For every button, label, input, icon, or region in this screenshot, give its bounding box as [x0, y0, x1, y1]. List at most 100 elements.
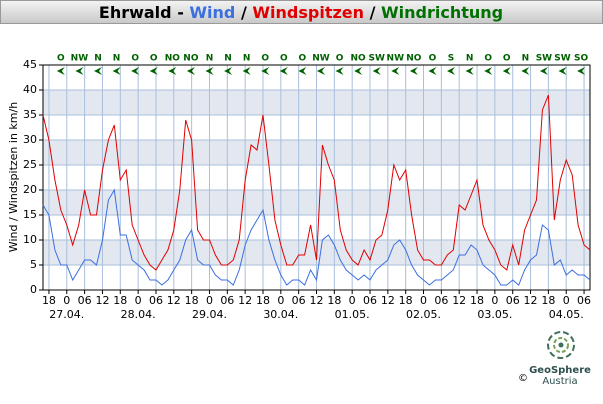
x-tick-label: 18	[541, 294, 555, 307]
title-part: Windrichtung	[381, 3, 503, 22]
plot-frame	[42, 64, 591, 291]
direction-label: N	[206, 54, 214, 64]
direction-label: NW	[312, 54, 330, 64]
series-line	[42, 94, 591, 271]
direction-label: N	[243, 54, 251, 64]
direction-arrow	[372, 67, 381, 75]
direction-arrow	[224, 67, 233, 75]
x-tick-label: 06	[149, 294, 163, 307]
direction-arrow	[354, 67, 363, 75]
title-part: Windspitzen	[252, 3, 364, 22]
direction-label: SW	[536, 54, 552, 64]
direction-arrow	[279, 67, 288, 75]
brand: GeoSphere	[529, 365, 591, 376]
y-tick-label: 5	[30, 258, 37, 271]
x-tick-label: 12	[310, 294, 324, 307]
direction-arrow	[577, 67, 586, 75]
direction-label: O	[261, 54, 269, 64]
direction-arrow	[131, 67, 140, 75]
x-tick-label: 0	[420, 294, 427, 307]
date-label: 01.05.	[335, 308, 370, 321]
direction-arrow	[539, 67, 548, 75]
y-tick-label: 10	[23, 233, 37, 246]
x-tick-label: 0	[63, 294, 70, 307]
chart-title: Ehrwald - Wind / Windspitzen / Windricht…	[99, 3, 503, 22]
x-tick-label: 0	[206, 294, 213, 307]
x-tick-label: 12	[524, 294, 538, 307]
direction-label: N	[224, 54, 232, 64]
x-tick-label: 18	[470, 294, 484, 307]
date-label: 03.05.	[477, 308, 512, 321]
direction-label: N	[113, 54, 121, 64]
direction-label: NO	[406, 54, 422, 64]
direction-arrow	[93, 67, 102, 75]
direction-label: NO	[351, 54, 367, 64]
x-tick-label: 06	[434, 294, 448, 307]
date-label: 28.04.	[121, 308, 156, 321]
direction-label: O	[280, 54, 288, 64]
direction-arrow	[335, 67, 344, 75]
copyright: ©	[518, 373, 528, 384]
title-part: Wind	[189, 3, 235, 22]
direction-arrow	[205, 67, 214, 75]
y-tick-label: 25	[23, 158, 37, 171]
x-tick-label: 18	[327, 294, 341, 307]
direction-arrow	[502, 67, 511, 75]
y-tick-label: 35	[23, 108, 37, 121]
direction-arrow	[521, 67, 530, 75]
y-tick-label: 20	[23, 183, 37, 196]
x-tick-label: 06	[577, 294, 591, 307]
x-tick-label: 12	[167, 294, 181, 307]
x-tick-label: 18	[42, 294, 56, 307]
title-part: Ehrwald -	[99, 3, 190, 22]
y-tick-label: 45	[23, 58, 37, 71]
logo	[547, 331, 575, 359]
direction-arrow	[112, 67, 121, 75]
direction-arrow	[484, 67, 493, 75]
x-tick-label: 18	[399, 294, 413, 307]
direction-label: SW	[368, 54, 384, 64]
direction-label: O	[484, 54, 492, 64]
x-tick-label: 18	[256, 294, 270, 307]
direction-label: NO	[165, 54, 181, 64]
direction-label: O	[57, 54, 65, 64]
direction-arrow	[149, 67, 158, 75]
x-tick-label: 12	[381, 294, 395, 307]
direction-arrow	[391, 67, 400, 75]
direction-label: O	[336, 54, 344, 64]
direction-label: O	[429, 54, 437, 64]
x-tick-label: 06	[220, 294, 234, 307]
direction-arrow	[168, 67, 177, 75]
direction-arrow	[261, 67, 270, 75]
series-line	[42, 188, 591, 286]
direction-arrow	[447, 67, 456, 75]
direction-label: NW	[387, 54, 405, 64]
x-tick-label: 0	[135, 294, 142, 307]
direction-label: O	[503, 54, 511, 64]
x-tick-label: 18	[185, 294, 199, 307]
x-tick-label: 0	[491, 294, 498, 307]
direction-label: SW	[554, 54, 570, 64]
direction-arrow	[242, 67, 251, 75]
y-tick-label: 40	[23, 83, 37, 96]
date-label: 02.05.	[406, 308, 441, 321]
direction-label: S	[448, 54, 454, 64]
direction-arrow	[298, 67, 307, 75]
x-tick-label: 0	[277, 294, 284, 307]
y-tick-label: 0	[30, 283, 37, 296]
x-tick-label: 06	[78, 294, 92, 307]
brand-sub: Austria	[542, 376, 577, 387]
x-tick-label: 18	[113, 294, 127, 307]
direction-label: O	[299, 54, 307, 64]
direction-arrow	[316, 67, 325, 75]
y-tick-label: 15	[23, 208, 37, 221]
direction-label: NO	[183, 54, 199, 64]
x-tick-label: 0	[349, 294, 356, 307]
direction-arrow	[428, 67, 437, 75]
direction-label: O	[150, 54, 158, 64]
x-tick-label: 0	[563, 294, 570, 307]
direction-label: O	[131, 54, 139, 64]
x-tick-label: 06	[506, 294, 520, 307]
direction-arrow	[409, 67, 418, 75]
